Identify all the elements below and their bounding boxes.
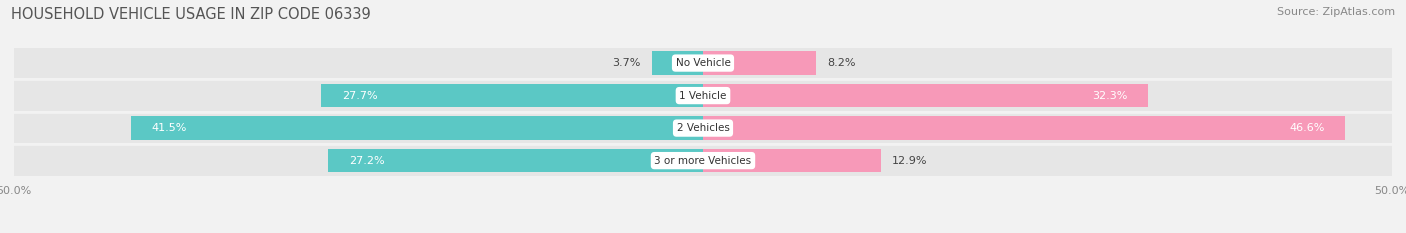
Text: 3.7%: 3.7% [613,58,641,68]
Text: 41.5%: 41.5% [152,123,187,133]
Bar [703,51,815,75]
Text: 27.7%: 27.7% [342,91,378,101]
Bar [14,145,1392,176]
Bar [14,80,1392,111]
Bar [703,116,1346,140]
Text: 12.9%: 12.9% [891,156,928,166]
Text: 27.2%: 27.2% [349,156,384,166]
Bar [14,113,1392,143]
Legend: Owner-occupied, Renter-occupied: Owner-occupied, Renter-occupied [579,230,827,233]
Text: No Vehicle: No Vehicle [675,58,731,68]
Bar [328,149,703,172]
Bar [322,84,703,107]
Bar [703,84,1149,107]
Text: 1 Vehicle: 1 Vehicle [679,91,727,101]
Text: HOUSEHOLD VEHICLE USAGE IN ZIP CODE 06339: HOUSEHOLD VEHICLE USAGE IN ZIP CODE 0633… [11,7,371,22]
Text: 3 or more Vehicles: 3 or more Vehicles [654,156,752,166]
Bar [652,51,703,75]
Text: Source: ZipAtlas.com: Source: ZipAtlas.com [1277,7,1395,17]
Bar [703,149,880,172]
Text: 2 Vehicles: 2 Vehicles [676,123,730,133]
Text: 8.2%: 8.2% [827,58,855,68]
Text: 32.3%: 32.3% [1092,91,1128,101]
Text: 46.6%: 46.6% [1289,123,1324,133]
Bar [131,116,703,140]
Bar [14,48,1392,78]
